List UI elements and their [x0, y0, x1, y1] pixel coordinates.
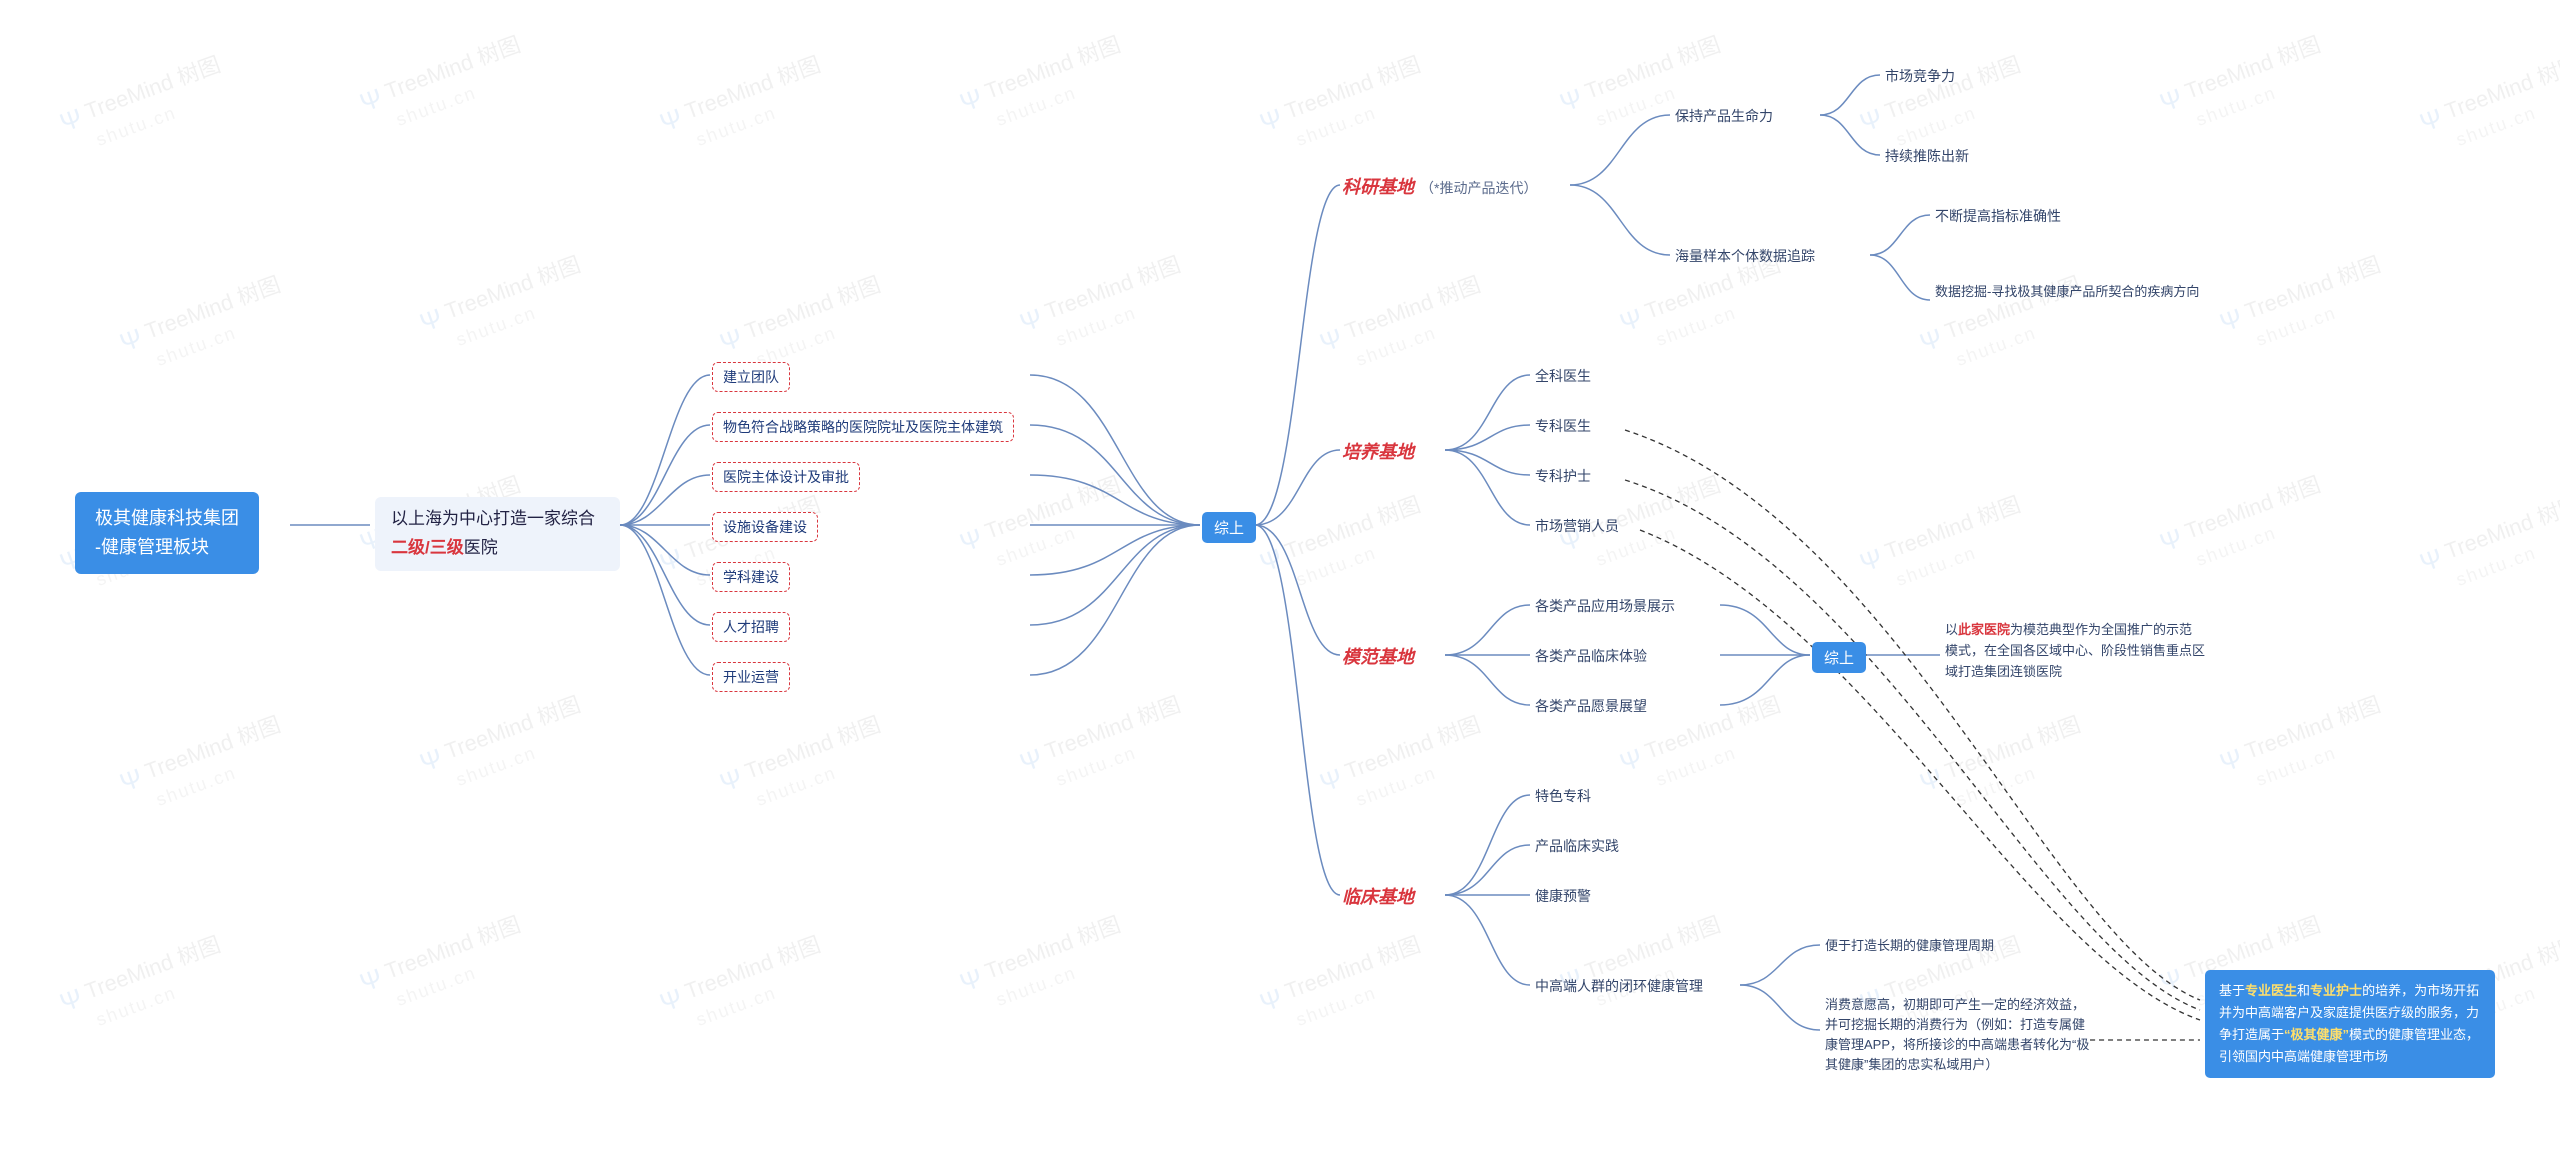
model-1[interactable]: 各类产品临床体验 — [1535, 646, 1647, 666]
step-4[interactable]: 学科建设 — [712, 562, 790, 592]
research-b2[interactable]: 海量样本个体数据追踪 — [1675, 246, 1815, 266]
conclusion-box[interactable]: 基于专业医生和专业护士的培养，为市场开拓并为中高端客户及家庭提供医疗级的服务，力… — [2205, 970, 2495, 1078]
clinical-sub-a[interactable]: 便于打造长期的健康管理周期 — [1825, 936, 1994, 956]
base-model[interactable]: 模范基地 — [1342, 643, 1414, 669]
research-b2a[interactable]: 不断提高指标准确性 — [1935, 206, 2061, 226]
clinical-0[interactable]: 特色专科 — [1535, 786, 1591, 806]
hospital-pre: 以上海为中心打造一家综合 — [391, 509, 595, 528]
root-line2: -健康管理板块 — [95, 533, 239, 562]
step-3[interactable]: 设施设备建设 — [712, 512, 818, 542]
step-0[interactable]: 建立团队 — [712, 362, 790, 392]
model-description[interactable]: 以此家医院为模范典型作为全国推广的示范模式，在全国各区域中心、阶段性销售重点区域… — [1945, 620, 2205, 682]
base-research[interactable]: 科研基地（*推动产品迭代） — [1342, 173, 1537, 199]
clinical-2[interactable]: 健康预警 — [1535, 886, 1591, 906]
training-2[interactable]: 专科护士 — [1535, 466, 1591, 486]
hospital-node[interactable]: 以上海为中心打造一家综合 二级/三级医院 — [375, 497, 620, 571]
step-2[interactable]: 医院主体设计及审批 — [712, 462, 860, 492]
step-6[interactable]: 开业运营 — [712, 662, 790, 692]
research-b1a[interactable]: 市场竞争力 — [1885, 66, 1955, 86]
step-1[interactable]: 物色符合战略策略的医院院址及医院主体建筑 — [712, 412, 1014, 442]
mindmap-edges — [0, 0, 2560, 1162]
clinical-1[interactable]: 产品临床实践 — [1535, 836, 1619, 856]
training-1[interactable]: 专科医生 — [1535, 416, 1591, 436]
model-2[interactable]: 各类产品愿景展望 — [1535, 696, 1647, 716]
hospital-post: 医院 — [464, 538, 498, 557]
training-3[interactable]: 市场营销人员 — [1535, 516, 1619, 536]
summary-chip-1[interactable]: 综上 — [1202, 512, 1256, 543]
research-b2b[interactable]: 数据挖掘-寻找极其健康产品所契合的疾病方向 — [1935, 282, 2199, 302]
root-node[interactable]: 极其健康科技集团 -健康管理板块 — [75, 492, 259, 574]
clinical-3[interactable]: 中高端人群的闭环健康管理 — [1535, 976, 1703, 996]
model-0[interactable]: 各类产品应用场景展示 — [1535, 596, 1675, 616]
research-b1b[interactable]: 持续推陈出新 — [1885, 146, 1969, 166]
base-clinical[interactable]: 临床基地 — [1342, 883, 1414, 909]
root-line1: 极其健康科技集团 — [95, 504, 239, 533]
clinical-sub-b[interactable]: 消费意愿高，初期即可产生一定的经济效益，并可挖掘长期的消费行为（例如：打造专属健… — [1825, 995, 2095, 1076]
training-0[interactable]: 全科医生 — [1535, 366, 1591, 386]
research-b1[interactable]: 保持产品生命力 — [1675, 106, 1773, 126]
summary-chip-2[interactable]: 综上 — [1812, 642, 1866, 673]
step-5[interactable]: 人才招聘 — [712, 612, 790, 642]
hospital-level: 二级/三级 — [391, 538, 464, 557]
base-training[interactable]: 培养基地 — [1342, 438, 1414, 464]
